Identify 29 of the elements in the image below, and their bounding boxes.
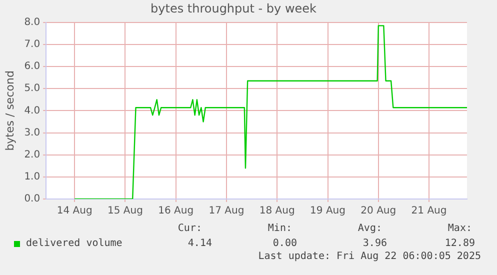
text: 3.96	[362, 238, 387, 249]
y-tick-label: 1.0	[24, 172, 40, 183]
x-tick-label: 20 Aug	[360, 206, 396, 217]
text: Cur:	[178, 223, 202, 234]
y-tick-label: 5.0	[24, 83, 40, 94]
y-axis-title: bytes / second	[3, 70, 16, 151]
x-tick-label: 17 Aug	[208, 206, 244, 217]
text: 0.00	[272, 238, 297, 249]
x-tick-label: 19 Aug	[310, 206, 346, 217]
y-tick-label: 3.0	[24, 127, 40, 138]
chart-title: bytes throughput - by week	[150, 1, 317, 16]
text: Avg:	[358, 223, 382, 234]
x-tick-label: 14 Aug	[56, 206, 92, 217]
text: Last update: Fri Aug 22 06:00:05 2025	[258, 251, 481, 262]
text: 4.14	[188, 238, 212, 249]
legend-label: delivered volume	[26, 238, 122, 249]
y-tick-label: 6.0	[24, 61, 40, 72]
text: Min:	[268, 223, 292, 234]
y-tick-label: 2.0	[24, 149, 40, 160]
text: Max:	[448, 223, 472, 234]
y-tick-label: 0.0	[24, 194, 40, 205]
text: 12.89	[444, 238, 475, 249]
y-tick-label: 7.0	[24, 39, 40, 50]
x-tick-label: 16 Aug	[158, 206, 194, 217]
y-tick-label: 8.0	[24, 16, 40, 28]
x-tick-label: 15 Aug	[108, 206, 143, 217]
x-tick-label: 18 Aug	[259, 206, 295, 217]
x-tick-label: 21 Aug	[411, 206, 447, 217]
y-tick-label: 4.0	[24, 105, 40, 116]
